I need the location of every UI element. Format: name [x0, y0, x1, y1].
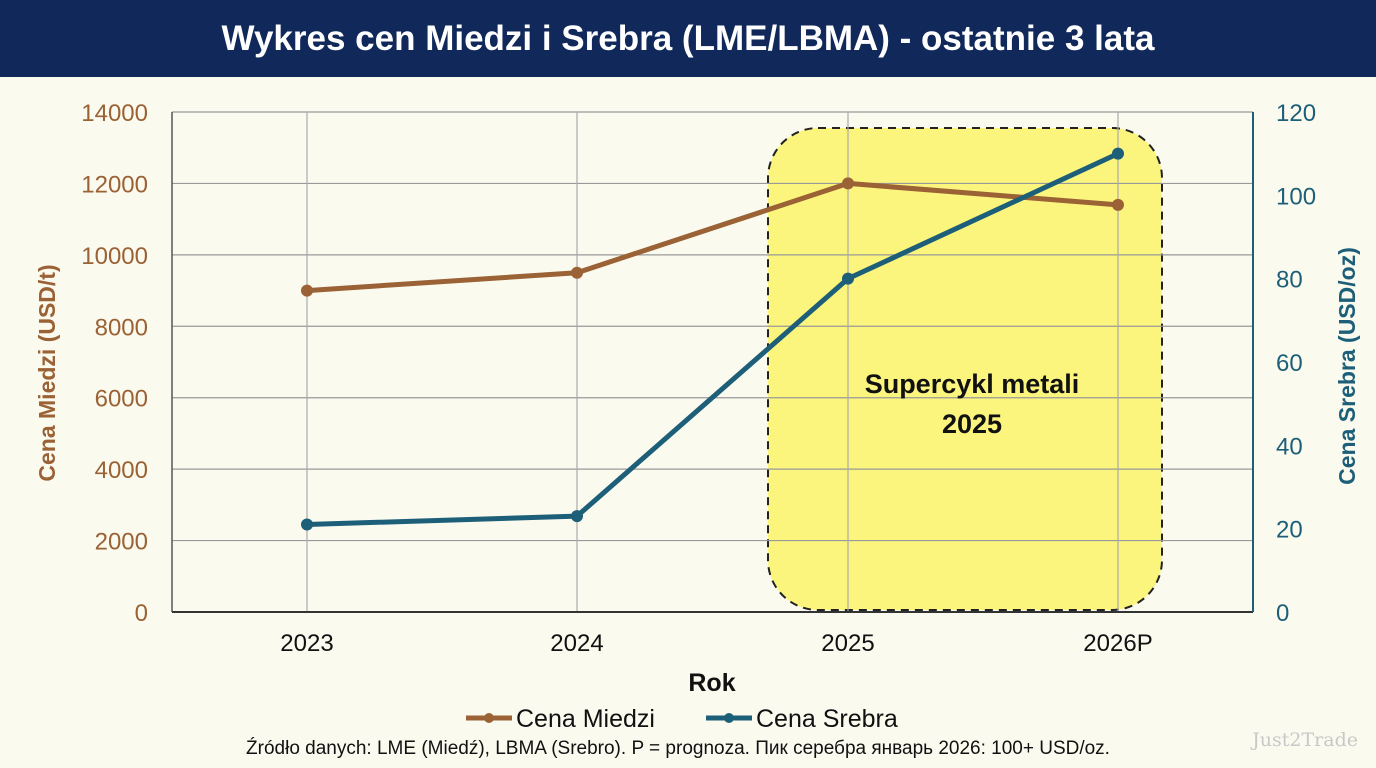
chart-title: Wykres cen Miedzi i Srebra (LME/LBMA) - … — [221, 18, 1155, 58]
left-tick-label: 10000 — [81, 243, 148, 270]
x-tick-label: 2025 — [821, 630, 874, 657]
right-tick-label: 0 — [1276, 600, 1289, 627]
x-tick-label: 2023 — [280, 630, 333, 657]
left-tick-label: 0 — [135, 600, 148, 627]
legend-label: Cena Srebra — [756, 705, 898, 733]
highlight-region — [767, 127, 1163, 611]
legend-marker — [724, 713, 734, 723]
left-tick-label: 8000 — [95, 314, 148, 341]
legend-label: Cena Miedzi — [516, 705, 655, 733]
left-tick-label: 6000 — [95, 386, 148, 413]
data-point-copper — [571, 266, 583, 279]
right-tick-label: 40 — [1276, 433, 1303, 460]
left-tick-label: 12000 — [81, 171, 148, 198]
data-point-silver — [842, 272, 854, 285]
right-tick-label: 120 — [1276, 100, 1316, 127]
right-tick-label: 100 — [1276, 183, 1316, 210]
right-tick-label: 60 — [1276, 350, 1303, 377]
x-axis-label: Rok — [688, 669, 735, 697]
source-note: Źródło danych: LME (Miedź), LBMA (Srebro… — [246, 738, 1110, 759]
data-point-silver — [571, 510, 583, 523]
series-line-copper — [306, 180, 1119, 294]
right-axis-label: Cena Srebra (USD/oz) — [1334, 247, 1360, 485]
left-tick-label: 4000 — [95, 457, 148, 484]
right-tick-label: 80 — [1276, 267, 1303, 294]
annotation-label: Supercykl metali — [865, 369, 1080, 399]
data-point-silver — [301, 518, 313, 531]
legend-marker — [484, 713, 494, 723]
series-line-silver — [306, 151, 1120, 527]
left-tick-label: 2000 — [95, 529, 148, 556]
data-point-copper — [301, 284, 313, 297]
watermark: Just2Trade — [1252, 729, 1358, 751]
left-tick-label: 14000 — [81, 100, 148, 127]
annotation-label: 2025 — [942, 409, 1002, 439]
left-axis-label: Cena Miedzi (USD/t) — [34, 264, 60, 481]
x-tick-label: 2026P — [1083, 630, 1152, 657]
x-tick-label: 2024 — [550, 630, 603, 657]
title-bar: Wykres cen Miedzi i Srebra (LME/LBMA) - … — [0, 0, 1376, 77]
data-point-copper — [842, 177, 854, 190]
right-tick-label: 20 — [1276, 517, 1303, 544]
data-point-silver — [1112, 147, 1124, 160]
data-point-copper — [1112, 198, 1124, 211]
